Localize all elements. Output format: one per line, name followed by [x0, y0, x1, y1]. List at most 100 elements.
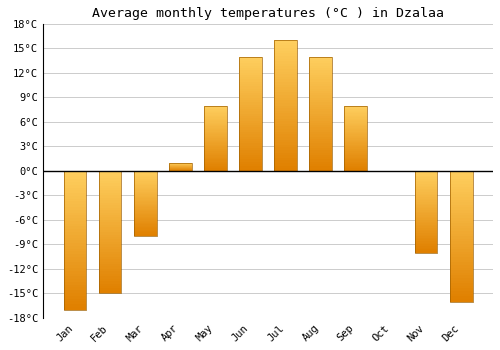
Bar	[98, 274, 122, 276]
Bar	[204, 163, 227, 164]
Bar	[344, 160, 368, 162]
Bar	[204, 110, 227, 111]
Bar	[204, 167, 227, 168]
Bar	[64, 171, 86, 310]
Bar	[204, 134, 227, 135]
Bar	[204, 154, 227, 155]
Bar	[344, 106, 368, 171]
Bar	[414, 182, 438, 184]
Bar	[98, 222, 122, 225]
Bar	[344, 124, 368, 125]
Bar	[239, 148, 262, 150]
Bar	[274, 129, 297, 132]
Bar	[239, 57, 262, 171]
Bar	[134, 175, 156, 176]
Bar	[239, 107, 262, 109]
Bar	[414, 179, 438, 181]
Bar	[64, 301, 86, 304]
Bar	[204, 151, 227, 153]
Bar	[204, 169, 227, 171]
Bar	[204, 115, 227, 116]
Bar	[310, 114, 332, 116]
Bar	[450, 199, 472, 202]
Bar	[344, 142, 368, 144]
Bar	[274, 79, 297, 82]
Bar	[239, 139, 262, 141]
Bar	[64, 279, 86, 282]
Bar	[414, 197, 438, 199]
Bar	[134, 213, 156, 214]
Bar	[239, 105, 262, 107]
Bar	[204, 113, 227, 115]
Bar	[204, 150, 227, 151]
Bar	[134, 201, 156, 202]
Bar	[414, 190, 438, 192]
Bar	[344, 133, 368, 134]
Bar	[414, 218, 438, 220]
Bar	[310, 77, 332, 79]
Bar	[274, 72, 297, 74]
Bar	[98, 252, 122, 254]
Bar	[310, 66, 332, 68]
Bar	[239, 157, 262, 160]
Bar	[310, 130, 332, 132]
Bar	[98, 232, 122, 234]
Bar	[450, 257, 472, 260]
Bar	[274, 77, 297, 79]
Bar	[310, 157, 332, 160]
Bar	[239, 123, 262, 125]
Bar	[274, 69, 297, 72]
Bar	[310, 150, 332, 153]
Bar	[204, 112, 227, 113]
Bar	[274, 85, 297, 87]
Bar	[344, 168, 368, 169]
Bar	[310, 118, 332, 120]
Bar	[98, 254, 122, 257]
Bar	[450, 192, 472, 194]
Bar	[414, 187, 438, 189]
Bar	[98, 220, 122, 222]
Bar	[310, 146, 332, 148]
Bar	[239, 66, 262, 68]
Bar	[414, 217, 438, 218]
Bar	[64, 201, 86, 204]
Bar	[310, 136, 332, 139]
Bar	[204, 164, 227, 166]
Bar	[310, 86, 332, 89]
Bar	[310, 79, 332, 82]
Bar	[239, 93, 262, 96]
Bar	[134, 235, 156, 236]
Bar	[204, 121, 227, 122]
Bar	[64, 210, 86, 212]
Bar	[64, 246, 86, 248]
Bar	[239, 150, 262, 153]
Bar	[134, 189, 156, 190]
Bar	[239, 169, 262, 171]
Bar	[450, 218, 472, 220]
Bar	[450, 208, 472, 210]
Bar	[134, 202, 156, 204]
Bar	[64, 254, 86, 257]
Bar	[98, 249, 122, 252]
Bar	[450, 215, 472, 218]
Bar	[344, 159, 368, 160]
Bar	[344, 130, 368, 132]
Bar	[450, 223, 472, 226]
Bar	[98, 181, 122, 183]
Bar	[98, 205, 122, 208]
Bar	[239, 100, 262, 102]
Bar	[239, 162, 262, 164]
Bar	[450, 174, 472, 176]
Bar	[239, 130, 262, 132]
Bar	[134, 223, 156, 224]
Bar	[239, 63, 262, 66]
Bar	[64, 265, 86, 268]
Bar	[134, 183, 156, 184]
Bar	[344, 146, 368, 147]
Bar	[310, 75, 332, 77]
Bar	[450, 299, 472, 302]
Bar	[414, 171, 438, 173]
Bar	[414, 210, 438, 212]
Bar	[239, 116, 262, 118]
Bar	[414, 226, 438, 228]
